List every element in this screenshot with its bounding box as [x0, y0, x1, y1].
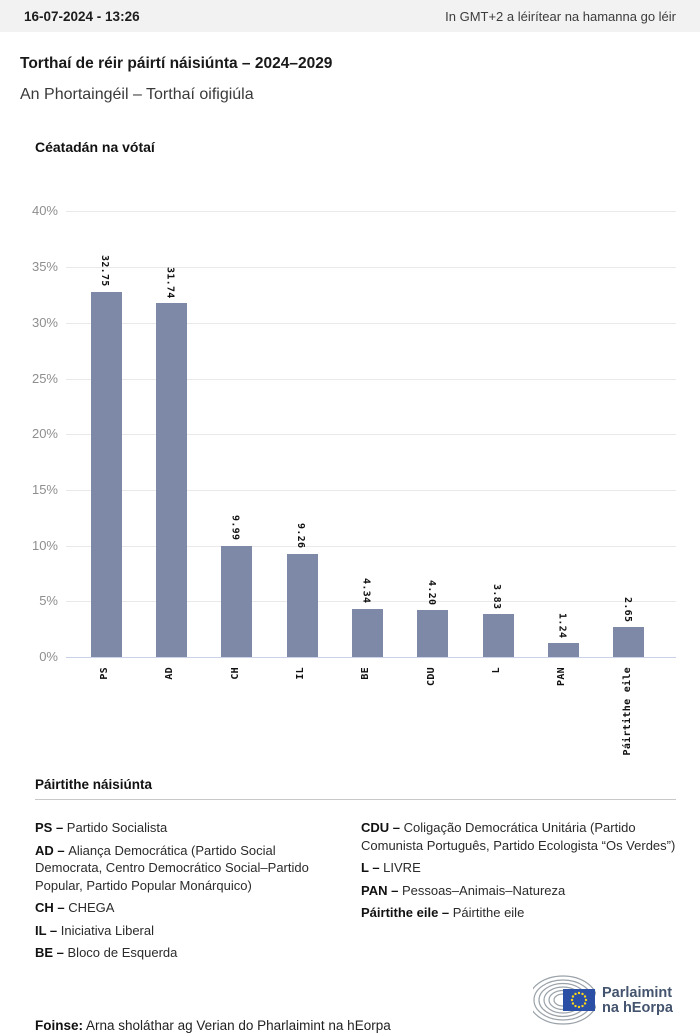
timezone-note: In GMT+2 a léirítear na hamanna go léir [445, 8, 676, 24]
bar-value-label: 2.65 [621, 597, 633, 623]
x-tick-label: AD [164, 667, 176, 680]
top-bar: 16-07-2024 - 13:26 In GMT+2 a léirítear … [0, 0, 700, 32]
legend-item: BE – Bloco de Esquerda [35, 944, 339, 962]
bar [286, 553, 318, 657]
party-name: Partido Socialista [66, 820, 168, 835]
bar [221, 545, 253, 657]
y-tick-label: 10% [31, 537, 58, 553]
x-tick-label: PAN [556, 667, 568, 686]
x-tick-label: CH [229, 667, 241, 680]
ep-logo-line2: na hEorpa [602, 1000, 673, 1016]
bar-chart: 0% 5% 10% 15% 20% 25% 30% 35% 40% 32.75 PS 31.74 AD 9… [0, 170, 700, 770]
party-abbr: PAN – [361, 882, 402, 898]
legend-item: PAN – Pessoas–Animais–Natureza [361, 882, 676, 900]
legend-heading: Páirtithe náisiúnta [35, 777, 153, 792]
gridline [66, 378, 676, 380]
party-legend: PS – Partido Socialista AD – Aliança Demo… [35, 819, 676, 967]
x-tick-label: PS [99, 667, 110, 680]
bar [547, 643, 579, 657]
party-abbr: Páirtithe eile – [361, 905, 453, 920]
party-name: Bloco de Esquerda [67, 945, 178, 960]
x-tick-label: CDU [425, 667, 437, 686]
eu-stars-icon [570, 991, 588, 1009]
bar [351, 608, 383, 657]
party-abbr: CDU – [361, 820, 404, 835]
source-text: Arna sholáthar ag Verian do Pharlaimint … [83, 1017, 391, 1033]
bar-value-label: 31.74 [164, 266, 176, 299]
legend-item: L – LIVRE [361, 859, 676, 877]
party-name: Páirtithe eile [452, 905, 525, 920]
ep-logo-line1: Parlaimint [602, 985, 673, 1001]
y-tick-label: 20% [31, 426, 58, 442]
ep-logo: Parlaimint na hEorpa [533, 972, 683, 1030]
chart-title: Céatadán na vótaí [35, 139, 155, 155]
y-tick-label: 15% [31, 481, 58, 497]
y-tick-label: 30% [31, 314, 58, 330]
legend-column-right: CDU – Coligação Democrática Unitária (Pa… [361, 819, 676, 967]
y-tick-label: 0% [39, 649, 58, 664]
y-tick-label: 5% [39, 593, 58, 609]
ep-logo-text: Parlaimint na hEorpa [602, 986, 673, 1016]
legend-item: IL – Iniciativa Liberal [35, 922, 339, 940]
x-axis-baseline [66, 657, 676, 658]
bar-value-label: 9.99 [229, 515, 241, 541]
legend-item: Páirtithe eile – Páirtithe eile [361, 904, 676, 922]
legend-item: CDU – Coligação Democrática Unitária (Pa… [361, 819, 676, 854]
bar [417, 610, 449, 657]
x-tick-label: IL [295, 667, 307, 680]
legend-divider [35, 799, 676, 800]
page-subtitle: An Phortaingéil – Torthaí oifigiúla [20, 86, 254, 103]
legend-item: PS – Partido Socialista [35, 819, 339, 837]
bar [613, 627, 645, 657]
y-tick-label: 40% [31, 203, 58, 219]
source-note: Foinse: Arna sholáthar ag Verian do Phar… [35, 1018, 391, 1033]
bar-value-label: 1.24 [556, 612, 568, 639]
bar-value-label: 4.20 [425, 579, 437, 606]
gridline [66, 601, 676, 603]
bar [482, 614, 514, 657]
source-label: Foinse: [35, 1017, 84, 1033]
eu-flag-icon [563, 989, 595, 1011]
page-title: Torthaí de réir páirtí náisiúnta – 2024–… [20, 55, 333, 72]
y-tick-label: 35% [31, 259, 58, 275]
party-name: CHEGA [68, 900, 115, 915]
gridline [66, 434, 676, 436]
bar [155, 303, 187, 657]
x-tick-label: BE [360, 667, 372, 680]
gridline [66, 322, 676, 324]
bar-value-label: 3.83 [491, 584, 503, 610]
gridline [66, 211, 676, 213]
gridline [66, 489, 676, 491]
party-abbr: PS – [35, 820, 67, 835]
report-datetime: 16-07-2024 - 13:26 [24, 8, 140, 24]
party-name: Iniciativa Liberal [60, 922, 154, 938]
party-name: Aliança Democrática (Partido Social Demo… [35, 842, 309, 893]
party-abbr: BE – [35, 945, 68, 960]
bar-value-label: 4.34 [360, 578, 372, 604]
legend-item: AD – Aliança Democrática (Partido Social… [35, 842, 339, 895]
x-tick-label: L [491, 667, 503, 674]
legend-column-left: PS – Partido Socialista AD – Aliança Demo… [35, 819, 339, 967]
party-name: Coligação Democrática Unitária (Partido … [361, 820, 676, 853]
party-abbr: IL – [35, 922, 61, 938]
ep-hemicycle-icon [533, 975, 596, 1025]
party-abbr: L – [361, 860, 384, 875]
gridline [66, 545, 676, 547]
bar [90, 291, 122, 657]
y-tick-label: 25% [31, 370, 58, 386]
party-abbr: AD – [35, 842, 69, 858]
party-abbr: CH – [35, 900, 69, 915]
gridline [66, 267, 676, 269]
x-tick-label: Páirtithe eile [621, 667, 633, 756]
bar-value-label: 32.75 [99, 255, 110, 287]
party-name: LIVRE [383, 860, 421, 875]
party-name: Pessoas–Animais–Natureza [401, 882, 566, 898]
legend-item: CH – CHEGA [35, 899, 339, 917]
bar-value-label: 9.26 [295, 523, 307, 549]
